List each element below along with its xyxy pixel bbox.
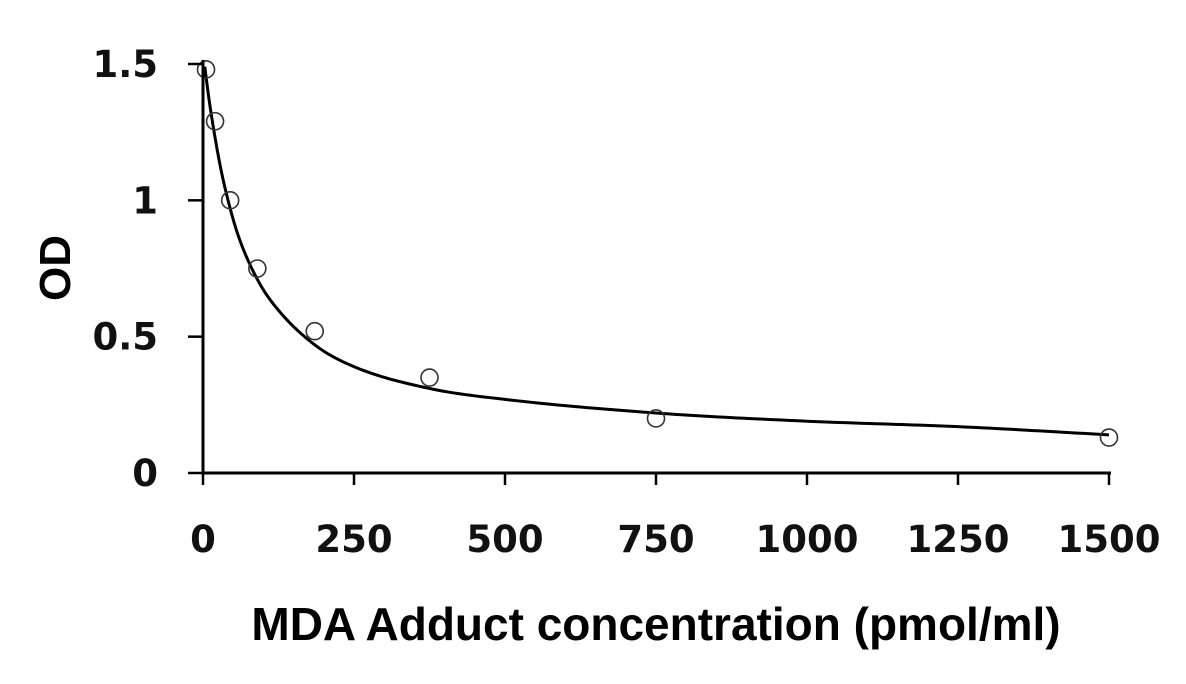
y-axis-title: OD (31, 235, 80, 301)
x-tick-label: 250 (315, 518, 392, 561)
x-tick-label: 1000 (756, 518, 859, 561)
x-tick-label: 750 (617, 518, 694, 561)
x-tick-label: 0 (190, 518, 216, 561)
data-point (646, 409, 666, 428)
data-points-layer (196, 60, 1119, 447)
x-tick-label: 1500 (1058, 518, 1161, 561)
fit-curve (203, 66, 1110, 437)
x-axis-title: MDA Adduct concentration (pmol/ml) (251, 598, 1060, 650)
y-tick-label: 0 (132, 452, 158, 495)
data-point (248, 259, 267, 278)
y-tick-label: 1 (132, 179, 158, 222)
y-tick-label: 0.5 (92, 316, 158, 359)
fit-curve-layer (203, 66, 1110, 437)
data-point (305, 321, 325, 341)
data-point (1099, 428, 1119, 447)
x-tick-label: 500 (466, 518, 543, 561)
data-point (196, 60, 216, 79)
data-point (205, 111, 225, 131)
data-point (220, 191, 240, 210)
y-ticks: 0 0.5 1 1.5 (92, 43, 203, 495)
y-tick-label: 1.5 (92, 43, 158, 86)
x-tick-label: 1250 (907, 518, 1010, 561)
data-point (420, 368, 439, 387)
x-ticks: 0 250 500 750 1000 1250 1500 (190, 473, 1160, 561)
